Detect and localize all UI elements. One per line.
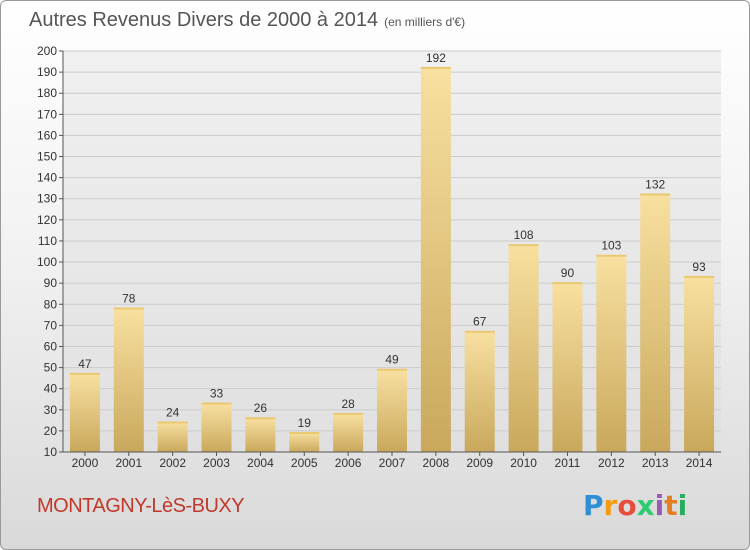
bar bbox=[113, 308, 144, 452]
data-label: 93 bbox=[692, 260, 706, 274]
x-tick-label: 2012 bbox=[598, 456, 625, 470]
y-tick-label: 40 bbox=[44, 382, 58, 396]
bar bbox=[640, 194, 671, 452]
y-tick-label: 70 bbox=[44, 318, 58, 332]
x-tick-label: 2000 bbox=[72, 456, 99, 470]
data-label: 192 bbox=[426, 51, 446, 65]
data-label: 47 bbox=[78, 357, 92, 371]
data-label: 90 bbox=[561, 266, 575, 280]
x-tick-label: 2002 bbox=[159, 456, 186, 470]
data-label: 26 bbox=[254, 401, 268, 415]
y-tick-label: 50 bbox=[44, 361, 58, 375]
logo-letter: i bbox=[654, 489, 665, 522]
data-label: 108 bbox=[514, 228, 534, 242]
x-tick-label: 2011 bbox=[555, 456, 581, 470]
bar bbox=[684, 276, 715, 452]
y-tick-label: 180 bbox=[37, 86, 57, 100]
axes: 10 20 30 40 50 60 70 80 90 100 110 120 130 140 150 160 1… bbox=[37, 44, 721, 470]
x-tick-label: 2007 bbox=[379, 456, 406, 470]
x-tick-label: 2004 bbox=[247, 456, 274, 470]
y-tick-label: 190 bbox=[37, 65, 57, 79]
data-label: 19 bbox=[298, 416, 312, 430]
data-label: 49 bbox=[385, 353, 399, 367]
data-label: 28 bbox=[341, 397, 355, 411]
bars-group: 47 78 24 33 26 19 28 49 192 67 108 90 103 132 93 bbox=[69, 51, 715, 452]
x-tick-label: 2003 bbox=[203, 456, 230, 470]
y-tick-label: 140 bbox=[37, 171, 57, 185]
logo-letter: i bbox=[677, 489, 688, 522]
x-tick-label: 2001 bbox=[115, 456, 142, 470]
bar bbox=[157, 422, 188, 452]
data-label: 33 bbox=[210, 386, 224, 400]
y-tick-label: 110 bbox=[38, 234, 57, 248]
data-label: 132 bbox=[645, 178, 665, 192]
y-tick-label: 80 bbox=[44, 297, 58, 311]
bar bbox=[596, 255, 627, 452]
x-tick-label: 2008 bbox=[423, 456, 450, 470]
y-tick-label: 150 bbox=[37, 150, 57, 164]
bar bbox=[333, 414, 364, 452]
chart-title: Autres Revenus Divers de 2000 à 2014 (en … bbox=[29, 9, 465, 32]
bar bbox=[69, 373, 100, 452]
chart-subtitle: (en milliers d'€) bbox=[384, 15, 466, 29]
y-tick-label: 120 bbox=[37, 213, 57, 227]
y-tick-label: 170 bbox=[37, 107, 57, 121]
logo-letter: x bbox=[636, 489, 655, 522]
y-tick-label: 30 bbox=[44, 403, 58, 417]
data-label: 103 bbox=[601, 239, 621, 253]
y-tick-label: 100 bbox=[37, 255, 57, 269]
bar bbox=[377, 369, 407, 452]
logo-letter: o bbox=[617, 489, 637, 522]
bar bbox=[420, 67, 451, 452]
y-tick-label: 60 bbox=[44, 339, 58, 353]
chart-title-text: Autres Revenus Divers de 2000 à 2014 bbox=[29, 9, 379, 31]
proxiti-logo: Proxiti bbox=[583, 489, 687, 522]
data-label: 67 bbox=[473, 315, 487, 329]
bar bbox=[289, 433, 320, 452]
y-tick-label: 20 bbox=[44, 424, 58, 438]
logo-letter: P bbox=[583, 489, 604, 522]
bar bbox=[552, 283, 583, 452]
bar bbox=[464, 331, 495, 452]
x-tick-label: 2013 bbox=[642, 456, 669, 470]
y-tick-label: 160 bbox=[37, 128, 57, 142]
x-tick-label: 2006 bbox=[335, 456, 362, 470]
location-name: MONTAGNY-LèS-BUXY bbox=[37, 495, 245, 517]
logo-letter: t bbox=[664, 489, 678, 522]
x-tick-label: 2014 bbox=[686, 456, 713, 470]
data-label: 24 bbox=[166, 405, 180, 419]
x-tick-label: 2009 bbox=[466, 456, 493, 470]
y-tick-label: 130 bbox=[37, 192, 57, 206]
y-tick-label: 200 bbox=[37, 44, 57, 58]
x-tick-label: 2010 bbox=[510, 456, 537, 470]
logo-letter: r bbox=[603, 489, 618, 522]
y-tick-label: 90 bbox=[44, 276, 58, 290]
bar bbox=[201, 403, 232, 452]
bar bbox=[245, 418, 276, 452]
bar bbox=[508, 245, 539, 452]
data-label: 78 bbox=[122, 291, 136, 305]
x-tick-label: 2005 bbox=[291, 456, 318, 470]
y-tick-label: 10 bbox=[44, 445, 58, 459]
